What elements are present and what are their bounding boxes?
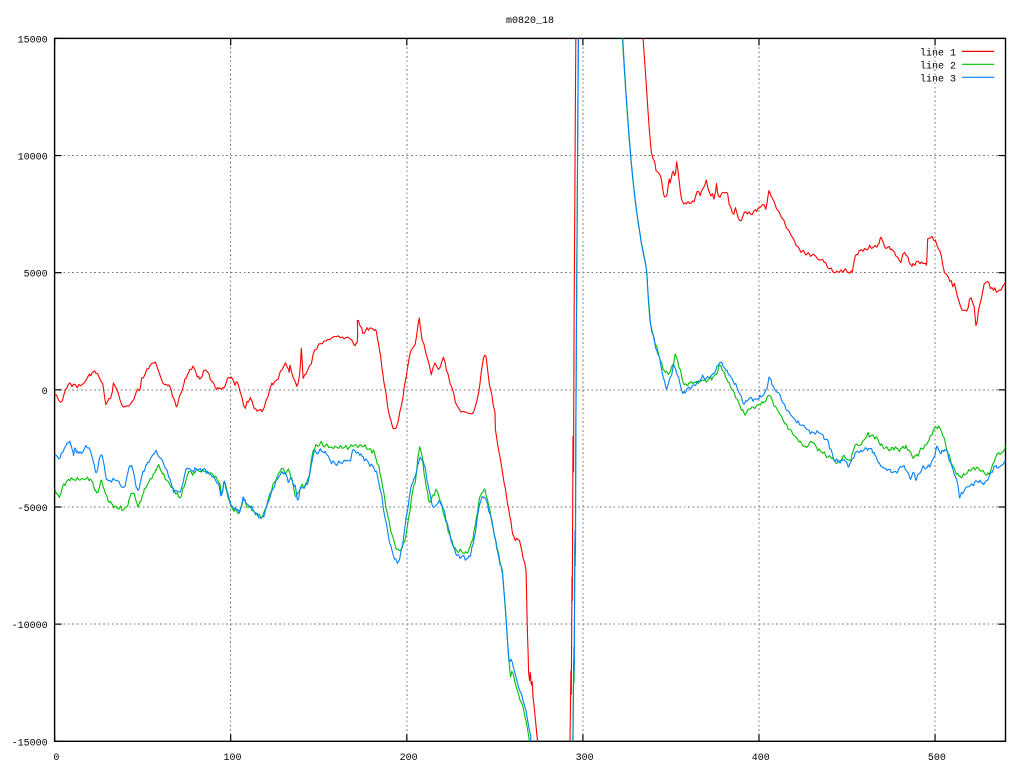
svg-text:-5000: -5000 (18, 504, 48, 515)
svg-text:15000: 15000 (18, 35, 48, 46)
svg-text:line 2: line 2 (920, 60, 956, 72)
svg-text:100: 100 (223, 753, 241, 764)
svg-text:200: 200 (400, 753, 418, 764)
svg-text:-10000: -10000 (12, 621, 48, 632)
svg-text:300: 300 (576, 753, 594, 764)
svg-text:0: 0 (42, 387, 48, 398)
svg-text:10000: 10000 (18, 153, 48, 164)
svg-text:500: 500 (928, 753, 946, 764)
svg-text:400: 400 (752, 753, 770, 764)
svg-text:line 1: line 1 (920, 47, 956, 59)
svg-text:-15000: -15000 (12, 738, 48, 749)
svg-text:5000: 5000 (24, 270, 48, 281)
svg-text:0: 0 (53, 753, 59, 764)
svg-text:m0820_18: m0820_18 (506, 16, 554, 27)
svg-text:line 3: line 3 (920, 73, 956, 85)
